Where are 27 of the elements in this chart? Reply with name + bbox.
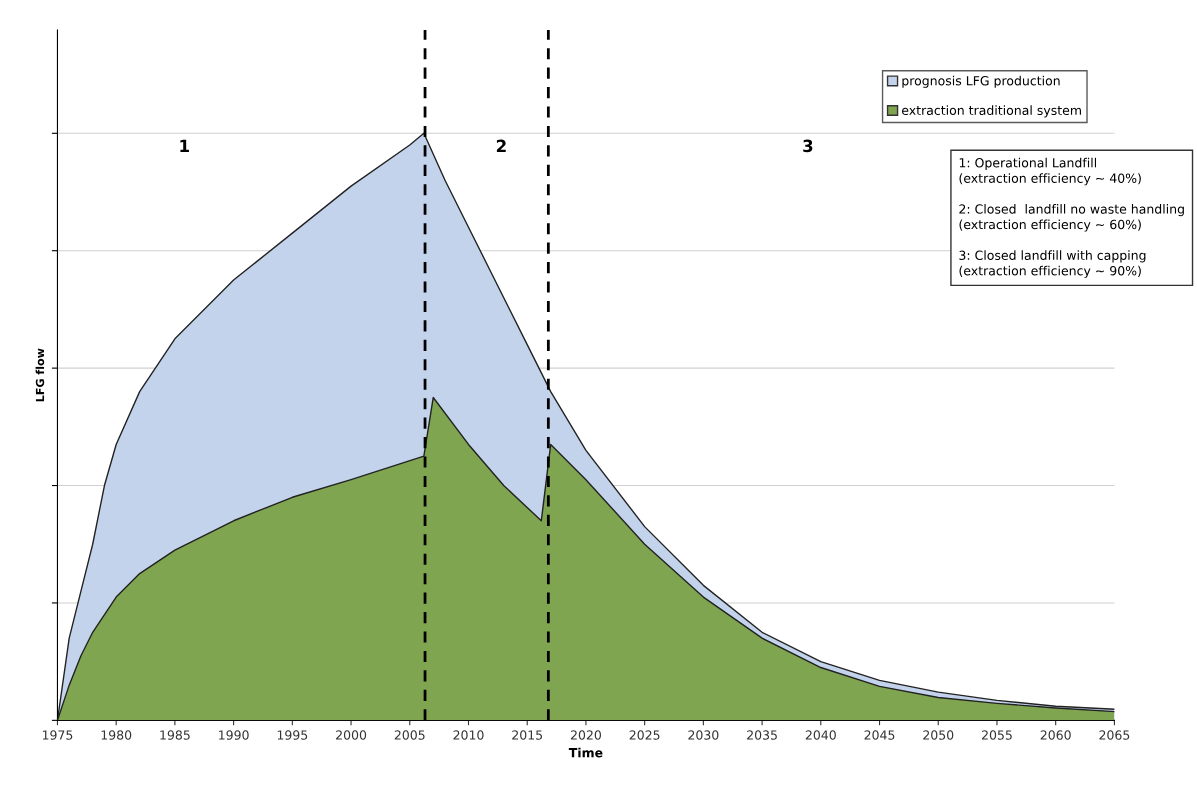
x-tick-label: 1995 bbox=[277, 730, 308, 740]
x-tick-label: 2050 bbox=[923, 730, 954, 740]
text: 1: Operational Landfill (extraction efficiency ~ 40%) 2: Closed landfill no waste handling (extraction efficiency ~ 60%) 3: Closed landfill with capping (extraction efficiency ~ 90%) bbox=[959, 157, 1184, 278]
x-tick-label: 2020 bbox=[570, 730, 602, 740]
x-tick-label: 2015 bbox=[512, 730, 543, 740]
x-tick-label: 2000 bbox=[336, 730, 367, 740]
x-tick-label: 2040 bbox=[805, 730, 836, 740]
annotation: 1 bbox=[180, 139, 189, 152]
x-tick-label: 1985 bbox=[160, 730, 190, 740]
y-axis-title: LFG flow bbox=[35, 348, 45, 402]
x-tick-label: 2045 bbox=[864, 730, 895, 740]
x-tick-label: 1990 bbox=[219, 730, 249, 740]
x-tick-label: 2025 bbox=[629, 730, 660, 740]
x-tick-label: 2005 bbox=[394, 730, 425, 740]
x-tick-label: 2060 bbox=[1040, 730, 1071, 740]
x-tick-label: 2065 bbox=[1099, 730, 1130, 740]
x-tick-label: 2055 bbox=[981, 730, 1012, 740]
annotation: 2 bbox=[496, 139, 506, 152]
x-tick-label: 2035 bbox=[747, 730, 777, 740]
legend-label: extraction traditional system bbox=[902, 105, 1081, 118]
legend-label: prognosis LFG production bbox=[902, 75, 1060, 88]
x-tick-label: 1975 bbox=[42, 730, 73, 740]
annotation: 3 bbox=[803, 139, 813, 153]
x-tick-label: 2030 bbox=[688, 730, 719, 740]
x-tick-label: 2010 bbox=[453, 730, 484, 740]
x-axis-title: Time bbox=[568, 747, 603, 758]
x-tick-label: 1980 bbox=[101, 730, 132, 740]
